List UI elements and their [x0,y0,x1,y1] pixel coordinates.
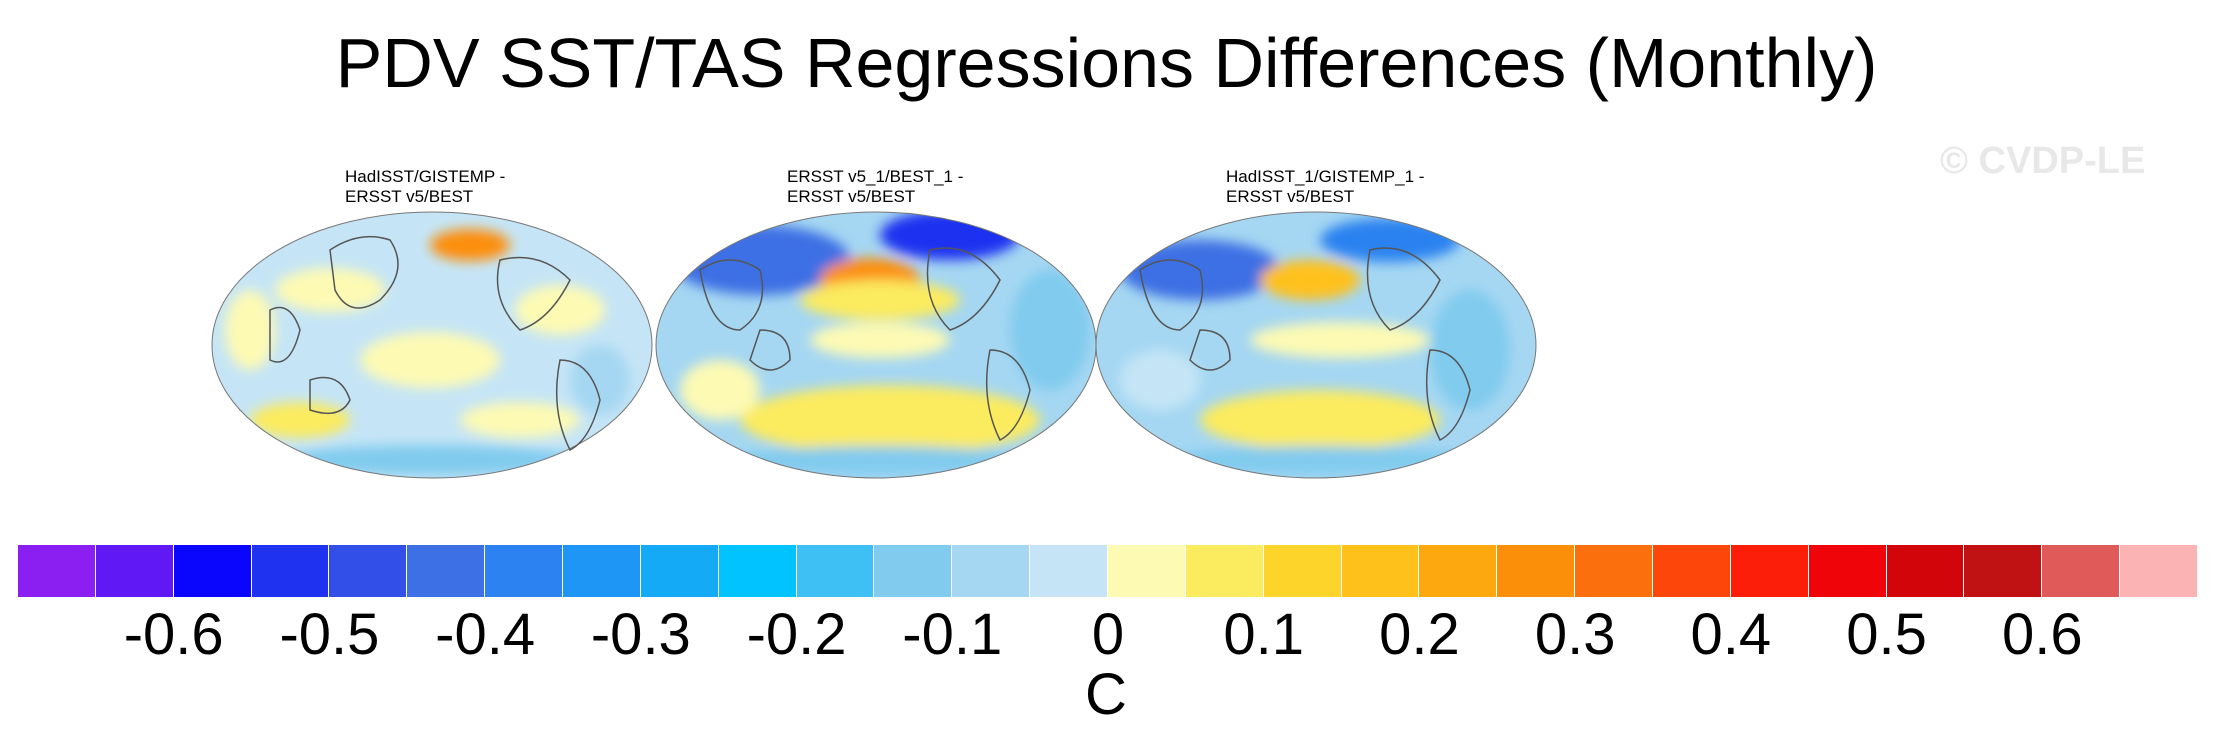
panel-2-label: ERSST v5_1/BEST_1 - ERSST v5/BEST [787,167,964,206]
colorbar-box [251,545,330,597]
colorbar-box [1964,545,2043,597]
colorbar-tick-label: 0 [1091,602,1125,667]
colorbar-box [1341,545,1420,597]
colorbar [18,545,2199,597]
figure-title: PDV SST/TAS Regressions Differences (Mon… [335,24,1878,102]
colorbar-box [2042,545,2121,597]
colorbar-box [1575,545,1654,597]
colorbar-box [1263,545,1342,597]
panel-1-label: HadISST/GISTEMP - ERSST v5/BEST [345,167,506,206]
colorbar-box [329,545,408,597]
colorbar-box [173,545,252,597]
colorbar-box [1108,545,1186,597]
colorbar-tick-label: 0.6 [2001,602,2083,667]
colorbar-box [1886,545,1965,597]
cvdp-watermark: © CVDP-LE [1940,140,2146,182]
colorbar-box [95,545,174,597]
map-panel-1 [211,211,653,479]
colorbar-box [1497,545,1576,597]
colorbar-tick-label: 0.1 [1223,602,1305,667]
colorbar-tick-label: -0.6 [123,602,224,667]
colorbar-tick-label: -0.4 [435,602,536,667]
colorbar-tick-label: 0.4 [1690,602,1772,667]
colorbar-box [718,545,797,597]
map-panel-3 [1095,211,1537,479]
colorbar-tick-label: -0.2 [746,602,847,667]
colorbar-box [485,545,564,597]
panel-3-label: HadISST_1/GISTEMP_1 - ERSST v5/BEST [1226,167,1425,206]
colorbar-tick-label: -0.3 [590,602,691,667]
colorbar-box [2120,545,2199,597]
colorbar-box [640,545,719,597]
colorbar-unit-label: C [1085,662,1127,727]
colorbar-box [1653,545,1731,597]
colorbar-tick-label: 0.5 [1846,602,1927,667]
colorbar-box [1185,545,1264,597]
map-panel-2 [655,211,1097,479]
colorbar-box [952,545,1031,597]
colorbar-box [1808,545,1887,597]
colorbar-box [1730,545,1809,597]
colorbar-box [18,545,96,597]
colorbar-box [1419,545,1498,597]
colorbar-box [1030,545,1109,597]
colorbar-box [407,545,486,597]
colorbar-box [796,545,875,597]
colorbar-box [874,545,953,597]
colorbar-tick-label: -0.1 [902,602,1003,667]
colorbar-tick-label: 0.2 [1379,602,1460,667]
colorbar-tick-label: -0.5 [279,602,380,667]
colorbar-tick-label: 0.3 [1534,602,1616,667]
colorbar-box [563,545,641,597]
